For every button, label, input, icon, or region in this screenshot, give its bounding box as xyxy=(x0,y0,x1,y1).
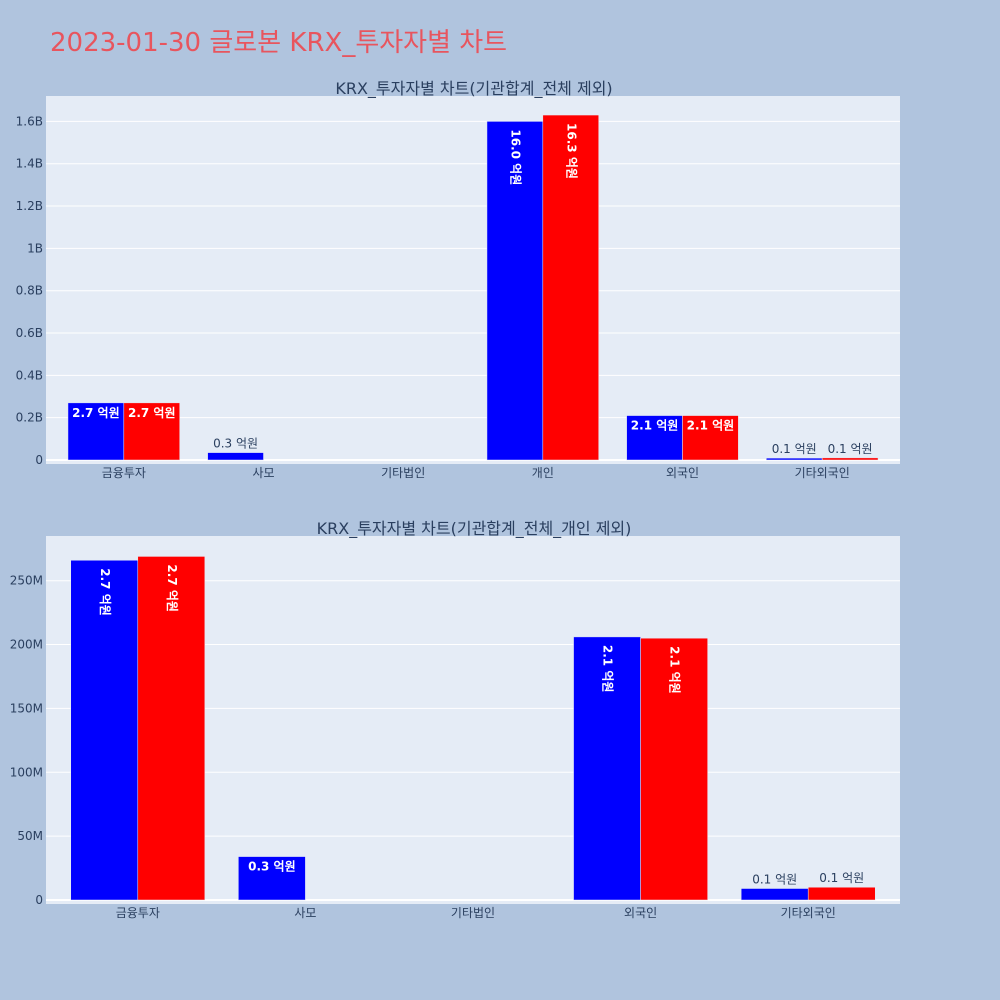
page-title: 2023-01-30 글로본 KRX_투자자별 차트 xyxy=(50,28,508,58)
y-tick-label: 1B xyxy=(27,241,43,255)
x-tick-label: 기타법인 xyxy=(381,466,425,480)
y-tick-label: 250M xyxy=(10,574,43,588)
y-tick-label: 200M xyxy=(10,638,43,652)
chart-title: KRX_투자자별 차트(기관합계_전체 제외) xyxy=(335,79,612,99)
y-tick-label: 150M xyxy=(10,701,43,715)
y-tick-label: 0.6B xyxy=(16,326,43,340)
y-tick-label: 50M xyxy=(17,829,43,843)
bar-series-1 xyxy=(573,636,641,901)
data-label: 0.3 억원 xyxy=(213,437,258,451)
y-tick-label: 1.4B xyxy=(16,157,43,171)
bar-series-1 xyxy=(67,402,125,461)
data-label: 2.7 억원 xyxy=(165,564,179,612)
data-label: 2.1 억원 xyxy=(687,419,735,433)
bar-series-2 xyxy=(821,457,879,461)
x-tick-label: 기타법인 xyxy=(451,906,495,920)
bar-series-1 xyxy=(238,856,306,901)
bar-series-1 xyxy=(626,415,683,461)
bar-series-2 xyxy=(807,886,876,901)
data-label: 2.1 억원 xyxy=(601,645,615,693)
data-label: 2.7 억원 xyxy=(98,568,112,616)
bar-series-1 xyxy=(207,452,264,461)
data-label: 2.7 억원 xyxy=(128,406,176,420)
data-label: 2.1 억원 xyxy=(631,419,679,433)
bar-series-2 xyxy=(123,402,180,461)
data-label: 16.3 억원 xyxy=(564,123,578,179)
data-label: 0.3 억원 xyxy=(248,860,296,874)
x-tick-label: 금융투자 xyxy=(116,906,160,920)
bar-series-2 xyxy=(640,637,708,901)
chart-title: KRX_투자자별 차트(기관합계_전체_개인 제외) xyxy=(317,519,632,539)
data-label: 0.1 억원 xyxy=(772,442,817,456)
bar-series-2 xyxy=(137,556,206,901)
data-label: 0.1 억원 xyxy=(828,442,873,456)
plot-area xyxy=(46,96,900,464)
data-label: 2.1 억원 xyxy=(668,646,682,694)
bar-series-2 xyxy=(542,114,599,461)
bar-series-1 xyxy=(486,121,544,461)
y-tick-label: 1.6B xyxy=(16,114,43,128)
y-tick-label: 1.2B xyxy=(16,199,43,213)
data-label: 2.7 억원 xyxy=(72,406,120,420)
x-tick-label: 기타외국인 xyxy=(795,466,850,480)
bar-series-1 xyxy=(740,888,809,901)
x-tick-label: 외국인 xyxy=(666,466,699,480)
data-label: 16.0 억원 xyxy=(508,129,522,185)
x-tick-label: 기타외국인 xyxy=(781,906,836,920)
x-tick-label: 개인 xyxy=(532,466,554,480)
x-tick-label: 사모 xyxy=(252,466,274,480)
x-tick-label: 금융투자 xyxy=(102,466,146,480)
y-tick-label: 100M xyxy=(10,765,43,779)
bar-series-1 xyxy=(766,457,823,461)
bar-series-1 xyxy=(70,560,139,901)
y-tick-label: 0.8B xyxy=(16,284,43,298)
y-tick-label: 0.4B xyxy=(16,368,43,382)
chart-2: KRX_투자자별 차트(기관합계_전체_개인 제외) 0 50M 100M 150M 20… xyxy=(10,519,900,920)
data-label: 0.1 억원 xyxy=(819,871,864,885)
x-tick-label: 사모 xyxy=(294,906,316,920)
x-tick-label: 외국인 xyxy=(624,906,657,920)
y-tick-label: 0.2B xyxy=(16,411,43,425)
y-tick-label: 0 xyxy=(35,453,43,467)
bar-series-2 xyxy=(682,415,739,461)
y-tick-label: 0 xyxy=(35,893,43,907)
chart-1: KRX_투자자별 차트(기관합계_전체 제외) 0 0.2B 0.4B 0.6B 0.8B… xyxy=(16,79,900,480)
data-label: 0.1 억원 xyxy=(752,873,797,887)
